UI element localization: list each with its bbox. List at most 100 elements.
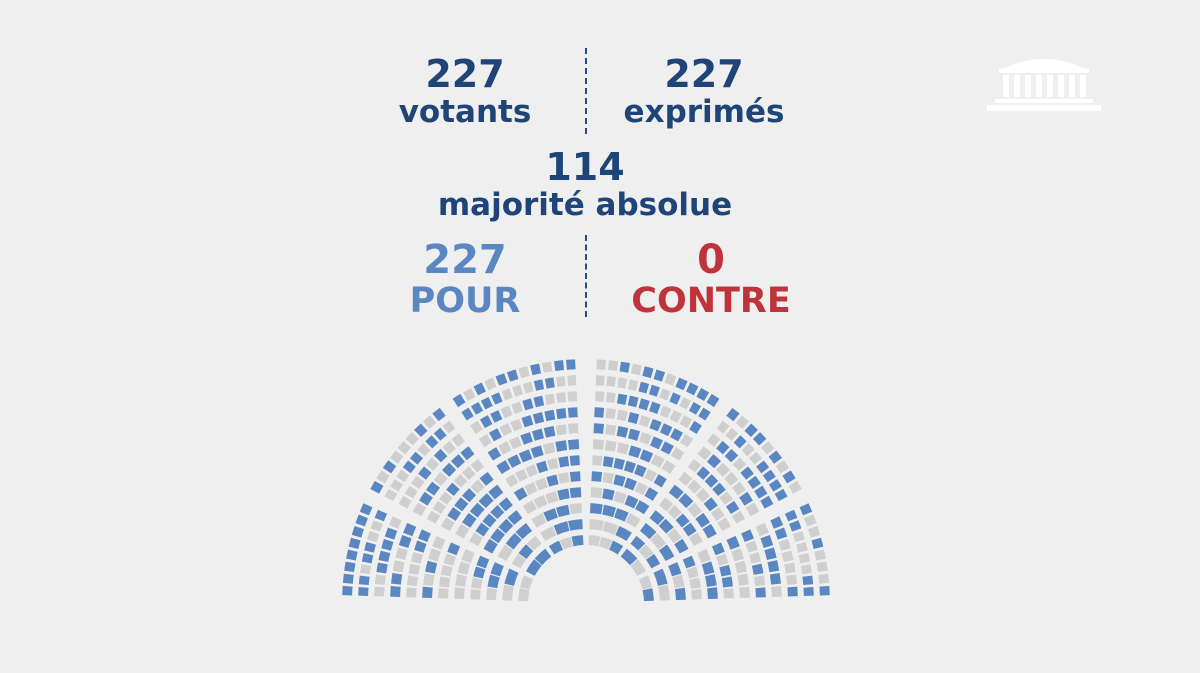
seat-375 <box>359 503 373 516</box>
seat-142 <box>425 560 438 574</box>
seat-34 <box>505 532 522 550</box>
seat-9 <box>609 540 624 555</box>
seat-21 <box>568 519 583 531</box>
seat-112 <box>462 512 477 528</box>
seat-367 <box>803 587 814 596</box>
seat-259 <box>767 560 780 573</box>
seat-69 <box>658 518 674 534</box>
seat-212 <box>741 529 754 543</box>
seat-236 <box>532 412 545 424</box>
seat-265 <box>378 550 391 563</box>
seat-187 <box>461 466 476 480</box>
seat-107 <box>439 576 451 588</box>
seat-380 <box>397 441 412 455</box>
seat-20 <box>553 521 570 535</box>
seat-182 <box>426 510 441 524</box>
seat-163 <box>650 454 665 468</box>
seat-215 <box>751 563 764 575</box>
seat-15 <box>504 568 519 586</box>
seat-419 <box>811 537 824 549</box>
seat-191 <box>509 436 523 450</box>
seat-298 <box>716 440 730 455</box>
seat-179 <box>410 551 423 564</box>
seat-185 <box>446 482 460 497</box>
seat-381 <box>405 432 420 446</box>
seat-225 <box>419 491 433 506</box>
seat-0 <box>518 588 530 602</box>
seat-70 <box>667 528 682 544</box>
seat-415 <box>788 480 802 494</box>
seat-223 <box>403 522 417 537</box>
seat-11 <box>630 559 647 576</box>
exprimes-count: 227 <box>664 52 744 96</box>
seat-314 <box>360 564 372 575</box>
pour-count: 227 <box>423 237 507 283</box>
seat-99 <box>675 513 690 528</box>
seat-60 <box>545 491 559 504</box>
seat-417 <box>804 514 817 527</box>
seat-25 <box>630 535 646 551</box>
seat-416 <box>799 503 813 516</box>
seat-331 <box>480 396 493 410</box>
seat-249 <box>697 446 712 461</box>
pour-label: POUR <box>409 281 521 321</box>
seat-172 <box>731 548 744 562</box>
seat-96 <box>644 487 659 501</box>
seat-81 <box>475 522 490 537</box>
seat-256 <box>755 522 769 537</box>
seat-276 <box>451 433 465 447</box>
seat-396 <box>596 359 606 370</box>
seat-125 <box>613 458 625 470</box>
seat-126 <box>623 460 636 474</box>
seat-379 <box>389 450 404 464</box>
seat-407 <box>726 407 740 422</box>
seat-273 <box>425 457 440 471</box>
seat-274 <box>433 448 448 463</box>
seat-214 <box>749 551 762 564</box>
seat-154 <box>530 445 544 459</box>
seat-147 <box>454 497 469 512</box>
majorite-label: majorité absolue <box>437 187 733 223</box>
seat-168 <box>703 497 718 512</box>
seat-353 <box>733 435 747 449</box>
seat-116 <box>505 474 519 488</box>
seat-1 <box>519 575 534 590</box>
seat-357 <box>762 469 776 483</box>
seat-95 <box>634 481 648 496</box>
seat-90 <box>569 471 581 482</box>
seat-109 <box>443 553 456 566</box>
seat-104 <box>705 574 717 587</box>
seat-300 <box>732 457 747 471</box>
seat-82 <box>482 513 497 528</box>
seat-393 <box>542 361 553 373</box>
seat-135 <box>711 542 725 556</box>
seat-129 <box>653 474 667 488</box>
seat-121 <box>558 456 570 468</box>
seat-61 <box>557 488 570 501</box>
seat-395 <box>566 359 576 370</box>
seat-71 <box>674 538 689 554</box>
seat-332 <box>491 392 503 405</box>
seat-251 <box>715 462 730 477</box>
seat-50 <box>470 589 481 600</box>
seat-68 <box>649 510 665 526</box>
seat-74 <box>689 577 701 589</box>
seat-46 <box>658 544 675 561</box>
seat-204 <box>670 447 685 461</box>
seat-130 <box>668 484 684 500</box>
seat-294 <box>669 410 682 423</box>
seat-190 <box>498 441 512 455</box>
seat-133 <box>695 512 710 528</box>
seat-411 <box>760 441 775 455</box>
seat-56 <box>498 518 514 534</box>
seat-7 <box>588 535 601 547</box>
seat-283 <box>533 395 545 408</box>
seat-127 <box>634 464 647 478</box>
seat-150 <box>479 471 494 486</box>
seat-227 <box>433 471 448 486</box>
seat-12 <box>638 575 653 590</box>
seat-226 <box>426 481 441 496</box>
seat-323 <box>402 460 416 474</box>
seat-57 <box>507 510 523 526</box>
seat-344 <box>638 381 650 394</box>
